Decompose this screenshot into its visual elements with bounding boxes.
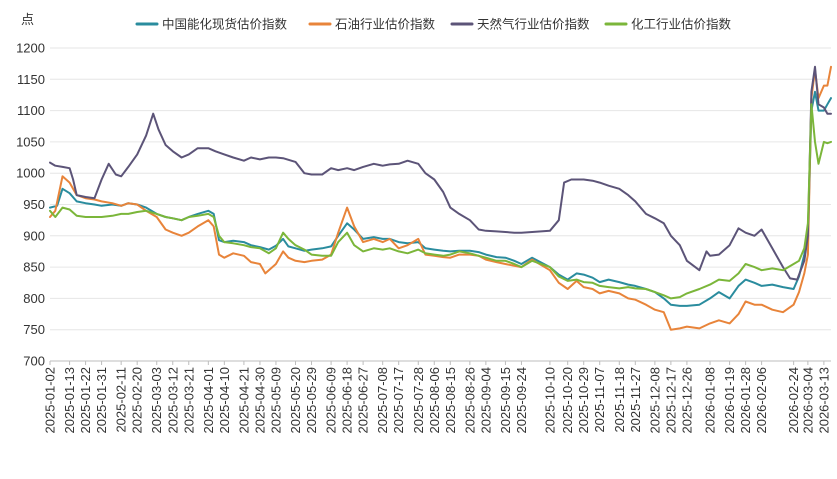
x-tick-label: 2025-08-26 <box>462 367 477 434</box>
legend-label-4: 化工行业估价指数 <box>631 17 732 32</box>
x-tick-label: 2025-02-20 <box>130 367 145 434</box>
x-tick-label: 2025-04-01 <box>201 367 216 434</box>
x-tick-label: 2025-01-31 <box>94 367 109 434</box>
x-tick-label: 2025-10-10 <box>542 367 557 434</box>
x-tick-label: 2025-11-18 <box>612 367 627 433</box>
y-tick-label: 700 <box>23 354 45 369</box>
x-tick-label: 2025-05-20 <box>288 367 303 434</box>
series-line-4 <box>49 103 832 300</box>
x-tick-label: 2025-01-02 <box>43 367 58 434</box>
series-line-1 <box>49 90 832 307</box>
x-tick-label: 2025-06-27 <box>356 367 371 434</box>
y-tick-label: 1000 <box>16 166 45 181</box>
y-tick-label: 850 <box>23 260 45 275</box>
x-tick-label: 2025-12-26 <box>679 367 694 434</box>
x-tick-label: 2025-10-29 <box>576 367 591 434</box>
x-tick-label: 2025-04-30 <box>252 367 267 434</box>
y-tick-label: 750 <box>23 322 45 337</box>
x-tick-label: 2026-01-08 <box>703 367 718 434</box>
x-tick-label: 2025-05-09 <box>268 367 283 434</box>
x-tick-label: 2025-03-12 <box>165 367 180 434</box>
y-tick-label: 1150 <box>17 72 45 87</box>
x-tick-label: 2025-08-15 <box>443 367 458 434</box>
series-line-2 <box>49 65 832 331</box>
y-tick-label: 800 <box>23 291 45 306</box>
y-tick-label: 950 <box>23 197 45 212</box>
x-tick-label: 2025-06-18 <box>340 367 355 434</box>
y-tick-label: 1050 <box>16 134 45 149</box>
x-tick-label: 2025-07-28 <box>411 367 426 434</box>
x-tick-label: 2025-07-17 <box>391 367 406 434</box>
x-tick-label: 2025-01-13 <box>62 367 77 434</box>
legend: 中国能化现货估价指数 石油行业估价指数 天然气行业估价指数 化工行业估价指数 <box>135 17 732 32</box>
x-tick-label: 2026-02-06 <box>754 367 769 434</box>
x-tick-label: 2025-12-17 <box>663 367 678 434</box>
x-tick-label: 2025-12-08 <box>647 367 662 434</box>
x-tick-label: 2025-03-21 <box>181 367 196 434</box>
y-tick-label: 1100 <box>17 103 45 118</box>
x-tick-label: 2025-09-15 <box>498 367 513 434</box>
x-tick-label: 2025-08-06 <box>427 367 442 434</box>
y-axis: 1200 1150 1100 1050 1000 950 900 850 800 750 700 <box>16 41 45 369</box>
y-tick-label: 1200 <box>16 41 45 56</box>
x-tick-label: 2025-03-03 <box>149 367 164 434</box>
x-tick-label: 2025-01-22 <box>78 367 93 434</box>
grid <box>50 47 831 362</box>
x-tick-label: 2025-04-10 <box>217 367 232 434</box>
x-tick-label: 2025-06-09 <box>324 367 339 434</box>
x-tick-label: 2026-02-24 <box>786 367 801 434</box>
x-axis: 2025-01-02 2025-01-13 2025-01-22 2025-01-31… <box>43 361 831 434</box>
x-tick-label: 2025-10-20 <box>560 367 575 434</box>
series-lines <box>49 65 832 331</box>
series-line-3 <box>49 65 832 281</box>
x-tick-label: 2026-03-13 <box>816 367 831 434</box>
x-tick-label: 2025-09-04 <box>478 367 493 434</box>
x-tick-label: 2025-05-29 <box>304 367 319 434</box>
legend-label-2: 石油行业估价指数 <box>335 17 436 32</box>
y-tick-label: 900 <box>23 228 45 243</box>
x-tick-label: 2026-01-28 <box>738 367 753 434</box>
x-tick-label: 2025-02-11 <box>114 367 129 433</box>
x-tick-label: 2026-01-19 <box>722 367 737 434</box>
y-axis-unit-label: 点 <box>21 12 34 27</box>
x-tick-label: 2025-04-21 <box>236 367 251 434</box>
legend-label-3: 天然气行业估价指数 <box>477 17 590 32</box>
legend-label-1: 中国能化现货估价指数 <box>162 17 288 32</box>
x-tick-label: 2025-09-24 <box>514 367 529 434</box>
x-tick-label: 2025-11-07 <box>592 367 607 433</box>
x-tick-label: 2026-03-04 <box>800 367 815 434</box>
x-tick-label: 2025-11-27 <box>628 367 643 433</box>
x-tick-label: 2025-07-08 <box>375 367 390 434</box>
